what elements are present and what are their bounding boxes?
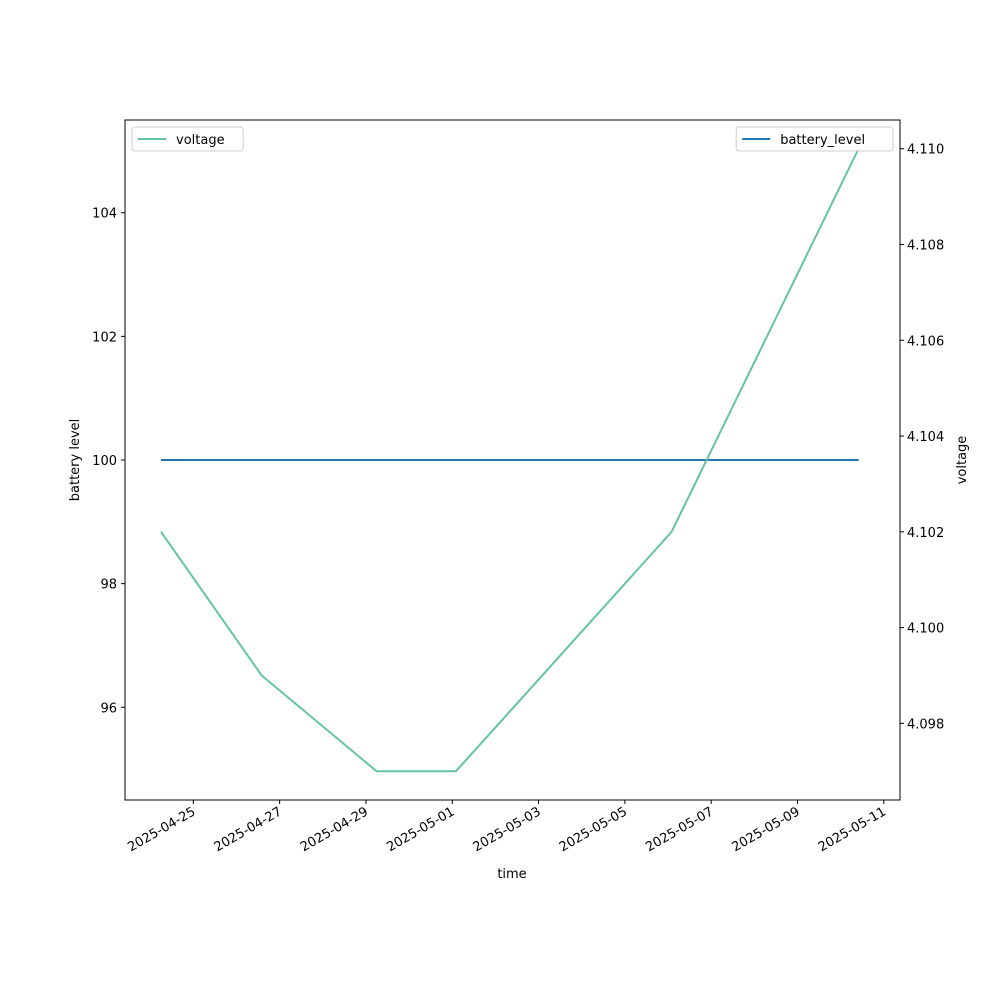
right-y-tick-label: 4.098 [907,717,944,732]
left-y-tick-label: 104 [92,207,117,222]
legend-top-left: voltage [131,126,244,152]
legend-box [735,126,894,152]
legend-top-right: battery_level [735,126,894,152]
legend-label: voltage [176,133,225,148]
right-y-tick-label: 4.110 [907,143,944,158]
right-y-tick-label: 4.100 [907,622,944,637]
right-y-axis-title: voltage [955,436,970,485]
x-axis-title: time [497,867,526,882]
series-layer [160,148,860,773]
legend-layer: voltage battery_level [131,126,894,152]
right-y-tick-label: 4.106 [907,334,944,349]
right-y-tick-label: 4.102 [907,526,944,541]
legend-label: battery_level [780,133,865,148]
left-y-axis-title: battery level [68,419,83,502]
right-y-tick-label: 4.108 [907,239,944,254]
left-y-tick-label: 102 [92,330,117,345]
left-y-tick-label: 96 [100,701,117,716]
series-line-voltage [160,148,860,773]
left-y-tick-label: 98 [100,578,117,593]
left-y-tick-label: 100 [92,454,117,469]
legend-box [131,126,244,152]
right-y-tick-label: 4.104 [907,430,944,445]
